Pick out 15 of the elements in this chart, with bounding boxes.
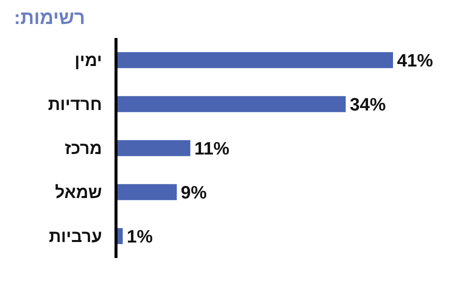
data-label: 9% (180, 182, 207, 202)
y-tick-label: שמאל (54, 183, 102, 202)
bar (116, 140, 190, 156)
data-label: 11% (194, 138, 230, 158)
data-label: 1% (126, 226, 153, 246)
y-tick-label: חרדיות (48, 95, 102, 114)
y-tick-label: ערביות (48, 227, 102, 246)
chart-title: רשימות: (14, 8, 86, 30)
data-label: 34% (350, 94, 386, 114)
bar (116, 52, 393, 68)
bar (116, 96, 346, 112)
y-tick-label: ימין (74, 51, 102, 70)
data-label: 41% (397, 50, 434, 70)
bar (116, 184, 177, 200)
y-tick-label: מרכז (64, 139, 102, 158)
